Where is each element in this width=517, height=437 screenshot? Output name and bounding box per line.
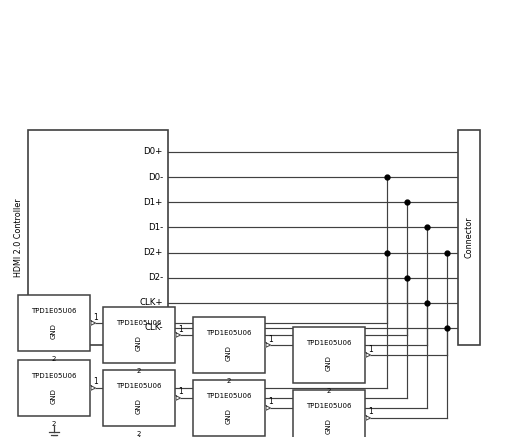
Text: HDMI 2.0 Controller: HDMI 2.0 Controller (14, 198, 23, 277)
Polygon shape (176, 333, 180, 337)
Polygon shape (266, 343, 270, 347)
Text: D0-: D0- (148, 173, 163, 182)
Bar (293, 390, 365, 437)
Bar (193, 380, 265, 436)
Text: TPD1E05U06: TPD1E05U06 (31, 308, 77, 314)
Text: CLK-: CLK- (144, 323, 163, 333)
Text: 2: 2 (137, 368, 141, 374)
Text: TPD1E05U06: TPD1E05U06 (116, 383, 162, 388)
Polygon shape (91, 321, 96, 325)
Text: 2: 2 (52, 421, 56, 427)
Text: D2-: D2- (148, 273, 163, 282)
Text: D1+: D1+ (144, 198, 163, 207)
Polygon shape (91, 386, 96, 390)
Text: 1: 1 (179, 388, 184, 396)
Bar (458, 130, 480, 345)
Text: 1: 1 (369, 344, 373, 354)
Text: 1: 1 (94, 312, 98, 322)
Text: 1: 1 (179, 325, 184, 333)
Text: TPD1E05U06: TPD1E05U06 (116, 320, 162, 326)
Polygon shape (176, 396, 180, 400)
Text: 2: 2 (52, 356, 56, 362)
Bar (103, 307, 175, 363)
Bar (103, 370, 175, 426)
Text: 1: 1 (269, 398, 273, 406)
Polygon shape (366, 416, 371, 420)
Text: TPD1E05U06: TPD1E05U06 (206, 329, 252, 336)
Text: GND: GND (326, 419, 332, 434)
Text: GND: GND (136, 336, 142, 351)
Text: 2: 2 (227, 378, 231, 384)
Text: 2: 2 (327, 388, 331, 394)
Text: GND: GND (226, 346, 232, 361)
Text: D2+: D2+ (144, 248, 163, 257)
Text: Connector: Connector (464, 217, 474, 258)
Text: 1: 1 (269, 334, 273, 343)
Text: TPD1E05U06: TPD1E05U06 (31, 373, 77, 379)
Text: TPD1E05U06: TPD1E05U06 (206, 393, 252, 399)
Text: CLK+: CLK+ (140, 298, 163, 307)
Polygon shape (266, 406, 270, 410)
Bar (28, 130, 168, 345)
Text: GND: GND (226, 409, 232, 424)
Text: GND: GND (51, 388, 57, 404)
Text: TPD1E05U06: TPD1E05U06 (306, 402, 352, 409)
Bar (293, 327, 365, 383)
Text: D1-: D1- (148, 223, 163, 232)
Bar (18, 360, 90, 416)
Polygon shape (366, 353, 371, 357)
Text: TPD1E05U06: TPD1E05U06 (306, 340, 352, 346)
Text: 1: 1 (369, 407, 373, 416)
Bar (18, 295, 90, 351)
Text: GND: GND (136, 399, 142, 414)
Bar (193, 317, 265, 373)
Text: D0+: D0+ (144, 148, 163, 156)
Text: 2: 2 (137, 431, 141, 437)
Text: GND: GND (51, 323, 57, 340)
Text: GND: GND (326, 355, 332, 371)
Text: 1: 1 (94, 378, 98, 386)
